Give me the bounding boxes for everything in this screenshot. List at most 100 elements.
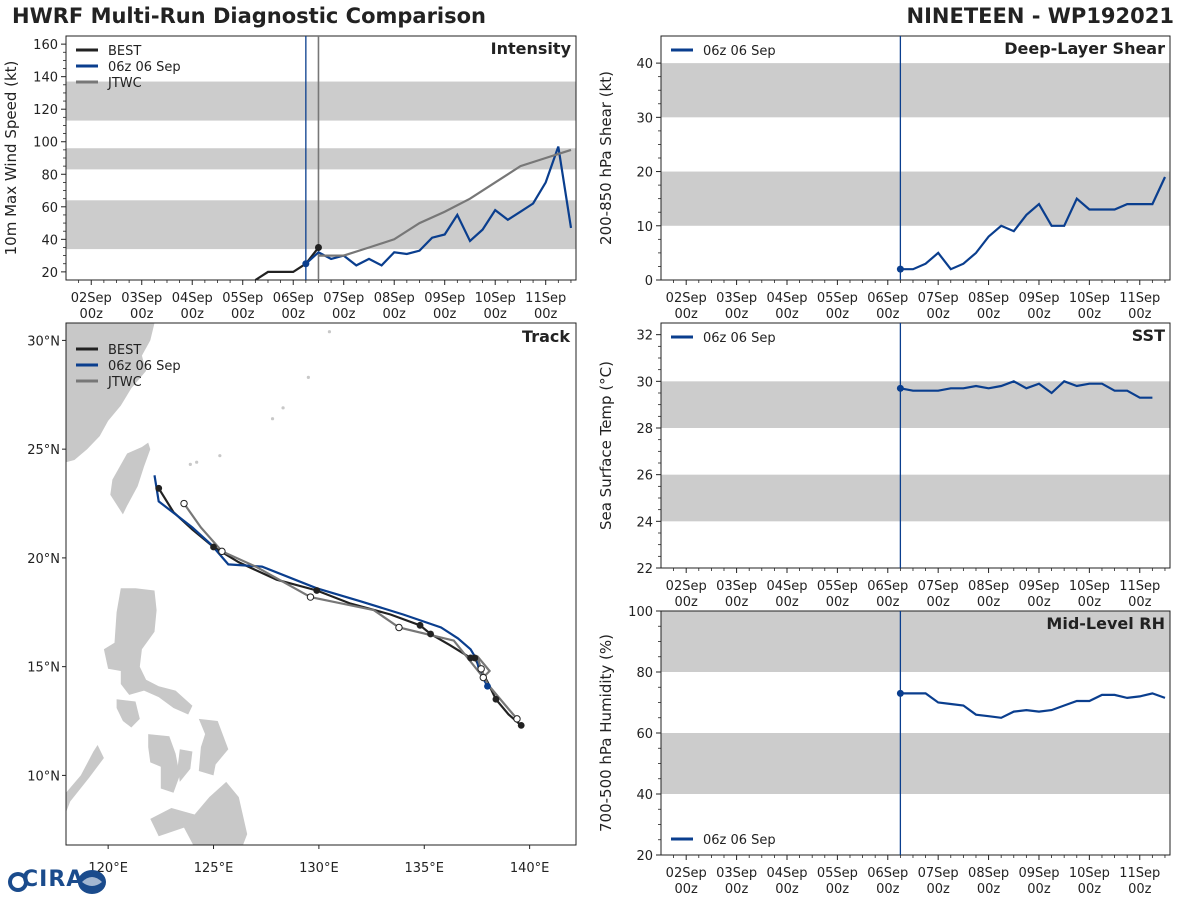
intensity-xtick-label-date: 06Sep [273,291,314,306]
intensity-ytick-label: 100 [33,136,58,151]
rh-xtick-label-date: 04Sep [766,866,807,881]
intensity-xtick-label-date: 05Sep [222,291,263,306]
intensity-xtick-label-hour: 00z [433,307,457,322]
samar-leyte-landmass [198,718,229,776]
cira-logo-graphic [8,870,106,894]
track-point-best [210,543,217,551]
palawan-landmass [66,745,104,813]
sst-xtick-label-hour: 00z [876,595,900,610]
intensity-series-start-point [302,260,310,268]
track-xtick-label: 140°E [510,861,550,876]
track-point-jtwc-open [180,499,188,508]
intensity-xtick-label-date: 02Sep [71,291,112,306]
sst-series-start-point [896,384,904,392]
track-point-best [517,721,525,729]
sst-xtick-label-hour: 00z [926,595,950,610]
track-ytick-label: 30°N [27,334,60,349]
intensity-xtick-label-hour: 00z [332,307,356,322]
sst-ytick-label: 28 [636,422,653,437]
sst-title: SST [1132,326,1165,345]
intensity-ytick-label: 80 [41,168,58,183]
sst-xtick-label-date: 11Sep [1119,579,1160,594]
intensity-xtick-label-hour: 00z [181,307,205,322]
sst-xtick-label-date: 06Sep [867,579,908,594]
taiwan-landmass [110,442,151,515]
intensity-xtick-label-date: 04Sep [172,291,213,306]
shear-xtick-label-date: 09Sep [1018,291,1059,306]
track-point-jtwc-open [218,547,226,556]
sst-xtick-label-date: 02Sep [666,579,707,594]
intensity-panel: 2040608010012014016002Sep00z03Sep00z04Se… [2,35,577,322]
shear-ytick-label: 10 [636,220,653,235]
small-island-3 [218,454,222,458]
shear-xtick-label-hour: 00z [675,307,699,322]
intensity-series-end-point [314,243,322,251]
intensity-ytick-label: 120 [33,103,58,118]
intensity-xtick-label-hour: 00z [130,307,154,322]
track-point-jtwc-open [513,715,521,723]
shear-ytick-label: 20 [636,166,653,181]
shear-ytick-label: 30 [636,111,653,126]
sst-ytick-label: 22 [636,562,653,577]
rh-ytick-label: 60 [636,727,653,742]
intensity-band-0 [66,200,576,250]
intensity-xtick-label-hour: 00z [231,307,255,322]
rh-ytick-label: 20 [636,849,653,864]
track-line-jtwc [183,502,518,720]
shear-xtick-label-date: 03Sep [716,291,757,306]
cira-logo-text: CIRA [22,867,85,892]
intensity-ytick-label: 20 [41,266,58,281]
land-group [66,323,332,845]
intensity-xtick-label-date: 08Sep [374,291,415,306]
shear-title: Deep-Layer Shear [1004,39,1165,58]
rh-legend-label: 06z 06 Sep [703,833,776,848]
track-legend-label: 06z 06 Sep [108,359,181,374]
shear-xtick-label-hour: 00z [826,307,850,322]
track-point-jtwc-open [306,593,315,601]
small-island-7 [188,462,192,466]
shear-legend-label: 06z 06 Sep [703,44,776,59]
track-xtick-label: 125°E [194,861,234,876]
shear-ytick-label: 40 [636,57,653,72]
rh-xtick-label-hour: 00z [675,882,699,897]
shear-xtick-label-date: 04Sep [766,291,807,306]
track-point-best [155,484,163,492]
cebu-landmass [177,749,193,782]
rh-xtick-label-date: 02Sep [666,866,707,881]
rh-series-06z-06-sep [900,692,1166,719]
sst-xtick-label-date: 04Sep [766,579,807,594]
shear-xtick-label-hour: 00z [926,307,950,322]
shear-panel: 01020304002Sep00z03Sep00z04Sep00z05Sep00… [597,35,1171,322]
sst-legend-label: 06z 06 Sep [703,331,776,346]
rh-ytick-label: 100 [628,605,653,620]
intensity-xtick-label-date: 03Sep [121,291,162,306]
rh-xtick-label-date: 05Sep [817,866,858,881]
rh-xtick-label-date: 03Sep [716,866,757,881]
sst-xtick-label-hour: 00z [775,595,799,610]
sst-ytick-label: 26 [636,469,653,484]
rh-title: Mid-Level RH [1046,614,1165,633]
sst-xtick-label-date: 03Sep [716,579,757,594]
rh-ytick-label: 80 [636,666,653,681]
intensity-legend-label: 06z 06 Sep [108,60,181,75]
track-title: Track [522,327,570,346]
intensity-ytick-label: 140 [33,71,58,86]
shear-xtick-label-hour: 00z [977,307,1001,322]
sst-band-1 [661,381,1170,428]
track-ytick-label: 10°N [27,769,60,784]
track-ytick-label: 20°N [27,552,60,567]
intensity-band-2 [66,81,576,121]
rh-ylabel: 700-500 hPa Humidity (%) [597,634,615,832]
shear-series-start-point [896,265,904,273]
sst-xtick-label-date: 07Sep [918,579,959,594]
track-point-best [492,695,500,703]
rh-series-start-point [896,689,904,697]
rh-xtick-label-date: 09Sep [1018,866,1059,881]
track-point-best [313,587,321,594]
shear-xtick-label-date: 07Sep [918,291,959,306]
sst-ytick-label: 32 [636,329,653,344]
track-xtick-label: 130°E [299,861,339,876]
